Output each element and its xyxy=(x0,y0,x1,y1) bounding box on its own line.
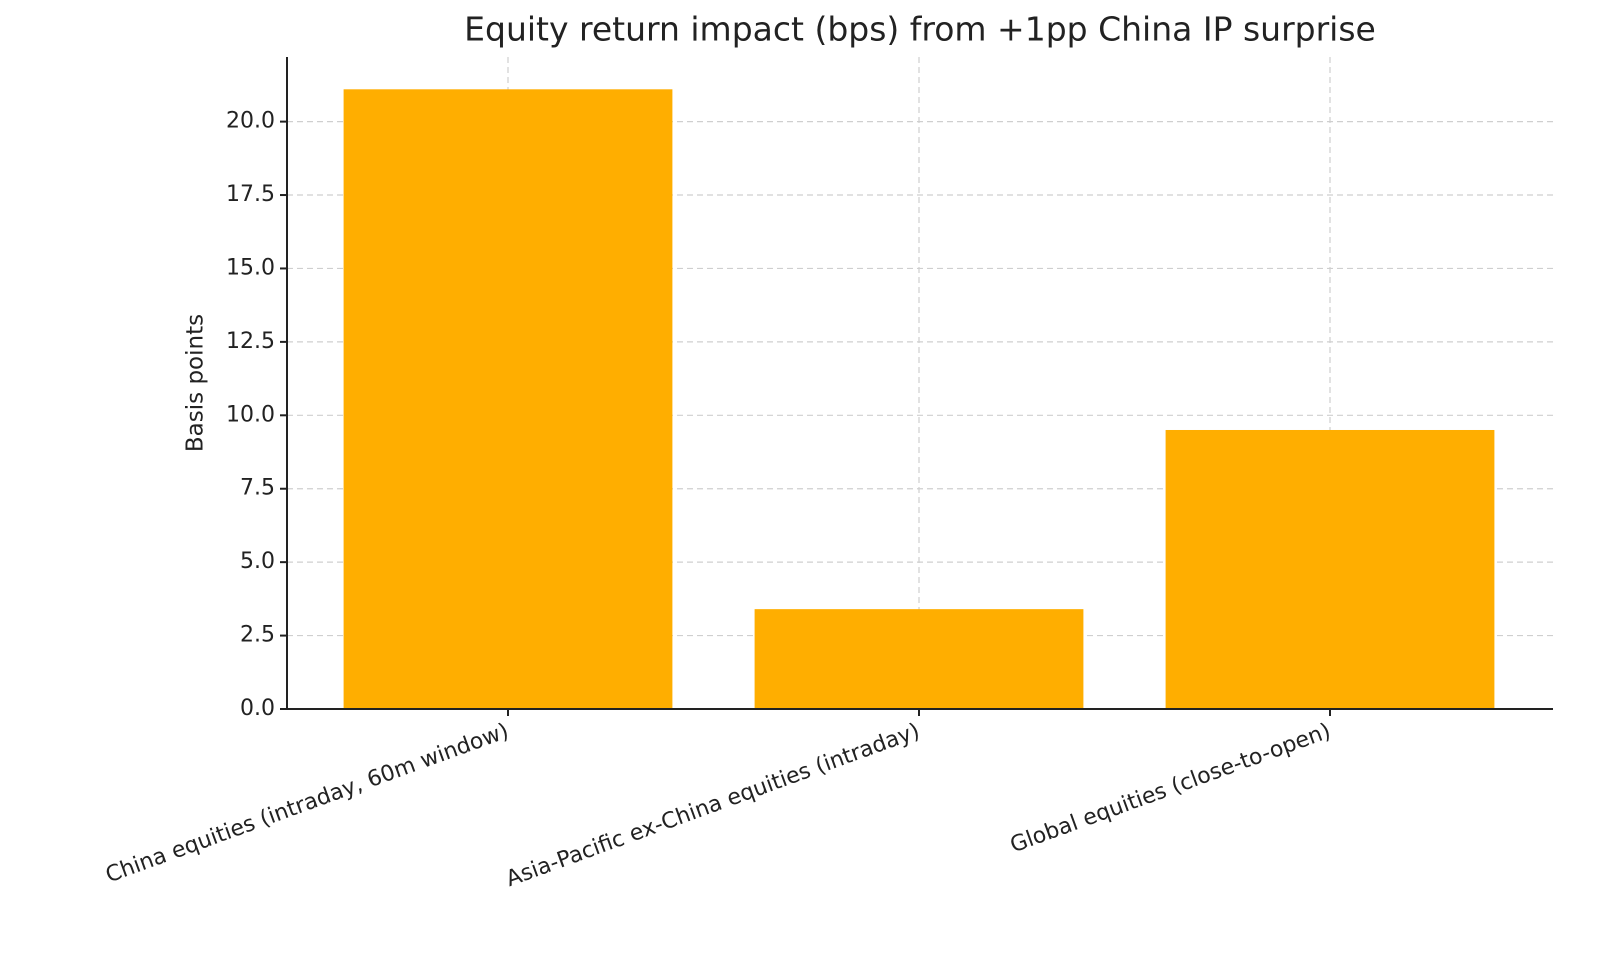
x-tick-label: China equities (intraday, 60m window) xyxy=(102,719,512,888)
y-tick-label: 7.5 xyxy=(240,476,275,501)
y-tick-label: 17.5 xyxy=(226,182,275,207)
chart-title: Equity return impact (bps) from +1pp Chi… xyxy=(464,10,1376,49)
y-tick-label: 20.0 xyxy=(226,109,275,134)
y-axis-label: Basis points xyxy=(183,314,209,452)
y-tick-label: 5.0 xyxy=(240,549,275,574)
bar xyxy=(343,89,673,710)
x-tick-label: Asia-Pacific ex-China equities (intraday… xyxy=(503,719,923,892)
bar xyxy=(1165,429,1495,709)
y-tick-label: 0.0 xyxy=(240,696,275,721)
x-tick-label: Global equities (close-to-open) xyxy=(1007,719,1334,858)
y-tick-label: 2.5 xyxy=(240,623,275,648)
bar xyxy=(754,609,1084,709)
y-tick-label: 10.0 xyxy=(226,402,275,427)
y-tick-label: 12.5 xyxy=(226,329,275,354)
y-tick-label: 15.0 xyxy=(226,255,275,280)
